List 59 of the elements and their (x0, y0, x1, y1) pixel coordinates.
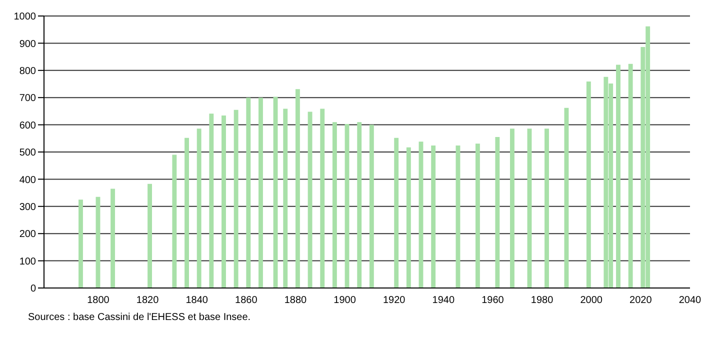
bar (564, 108, 569, 288)
bar (495, 137, 500, 288)
bar (431, 145, 436, 288)
y-tick-label: 300 (19, 202, 36, 213)
bar (406, 147, 411, 288)
bar (246, 98, 251, 288)
x-tick-label: 2040 (678, 295, 702, 306)
y-tick-label: 400 (19, 174, 36, 186)
y-tick-label: 200 (19, 229, 36, 240)
bar (184, 138, 189, 288)
bar (172, 154, 177, 288)
x-tick-label: 1920 (382, 295, 406, 306)
bar (320, 108, 325, 288)
bar (110, 188, 116, 288)
x-tick-label: 2000 (580, 295, 603, 306)
x-tick-label: 1860 (235, 295, 258, 306)
bar (456, 145, 460, 288)
bar (344, 124, 350, 288)
bar (586, 82, 591, 288)
y-tick-label: 800 (19, 66, 36, 77)
source-note: Sources : base Cassini de l'EHESS et base Insee. (28, 312, 252, 323)
bar (273, 96, 278, 288)
x-tick-label: 2020 (630, 295, 652, 306)
x-tick-label: 1820 (136, 295, 160, 306)
bar (332, 122, 337, 288)
x-tick-label: 1980 (530, 295, 554, 306)
bar (357, 122, 362, 288)
bar (418, 142, 424, 288)
bar (295, 89, 300, 288)
y-tick-label: 700 (19, 93, 36, 104)
x-tick-label: 1900 (334, 295, 356, 306)
bar (616, 64, 620, 288)
bar (510, 128, 514, 288)
x-tick-label: 1880 (284, 295, 308, 306)
y-tick-label: 900 (19, 38, 36, 50)
bar (196, 128, 202, 288)
y-tick-label: 0 (30, 284, 36, 295)
x-tick-label: 1800 (87, 295, 110, 306)
y-tick-label: 600 (19, 120, 36, 132)
bar (234, 110, 238, 288)
bar (148, 184, 152, 288)
bar (78, 200, 83, 288)
bar (222, 116, 226, 288)
bar (527, 128, 532, 288)
bar (475, 144, 480, 288)
bar (209, 114, 214, 288)
bar (394, 138, 399, 288)
bar (258, 98, 263, 288)
x-tick-label: 1840 (186, 295, 208, 306)
y-tick-label: 100 (19, 256, 36, 268)
y-tick-label: 1000 (14, 12, 36, 23)
x-tick-label: 1940 (432, 295, 455, 306)
bar (308, 112, 312, 288)
bar (544, 128, 549, 288)
bar (369, 124, 374, 288)
bar (283, 108, 288, 288)
y-tick-label: 500 (19, 148, 36, 159)
x-tick-label: 1960 (482, 295, 504, 306)
bar (628, 64, 633, 288)
